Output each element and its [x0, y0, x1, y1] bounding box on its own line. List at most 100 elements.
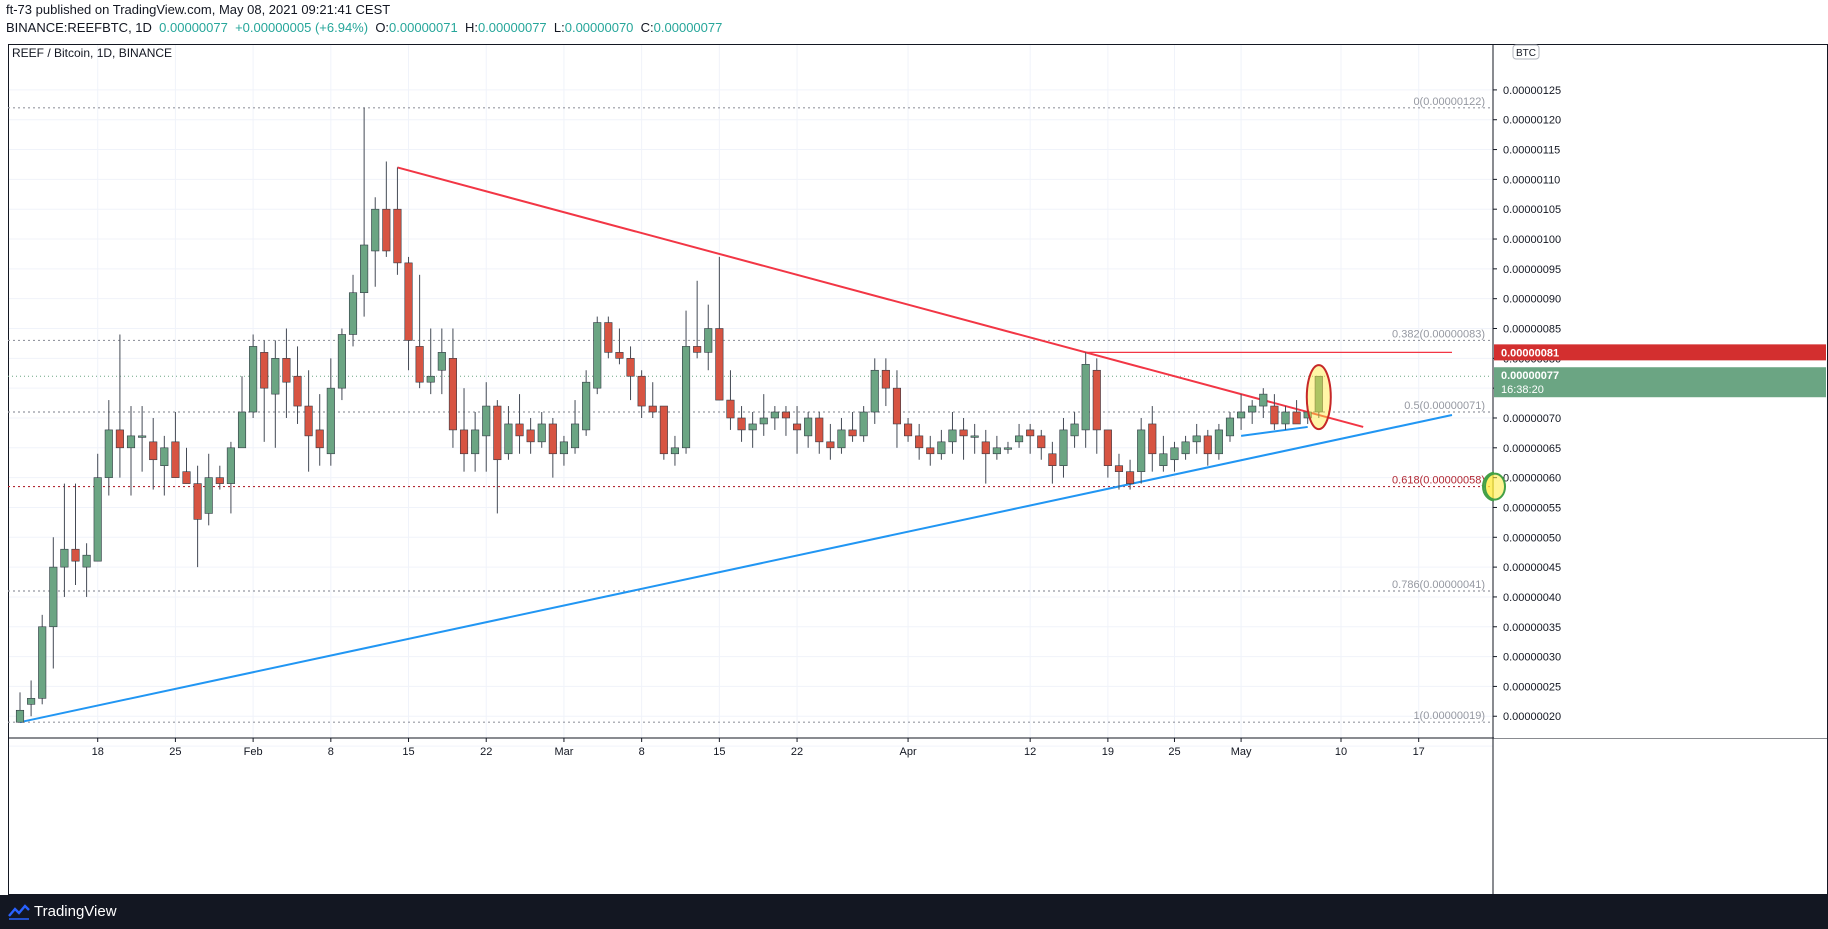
candle-body [15, 709, 25, 723]
candle-body [915, 435, 924, 449]
candle-body [626, 358, 635, 377]
candle-body [1225, 417, 1235, 437]
candle [570, 400, 580, 454]
candle [171, 412, 180, 478]
support-trendline [19, 414, 1453, 724]
candle-body [1159, 453, 1168, 467]
candle [482, 382, 491, 472]
fib-label: 0.618(0.00000058) [1392, 475, 1485, 487]
candle [1225, 412, 1235, 442]
time-tick-label: 12 [1024, 746, 1036, 758]
candle [848, 412, 857, 442]
candle [1314, 375, 1323, 418]
candle-body [260, 352, 269, 389]
time-tick-label: May [1231, 746, 1252, 758]
candle [115, 334, 124, 478]
candle [926, 435, 935, 466]
candle [371, 197, 380, 287]
candle-body [448, 358, 457, 431]
candle-body [726, 399, 735, 419]
candle-body [959, 429, 968, 437]
candle-body [404, 262, 413, 341]
time-tick-label: Mar [554, 746, 573, 758]
candle [38, 614, 47, 705]
price-chart[interactable]: 0(0.00000122) 0.382(0.00000083) 0.5(0.0000… [8, 44, 1828, 895]
candle-body [759, 417, 768, 425]
candle [193, 465, 202, 568]
fib-label: 0.786(0.00000041) [1392, 579, 1485, 591]
time-tick-label: 22 [480, 746, 492, 758]
candle-body [149, 441, 158, 461]
time-tick-label: 15 [713, 746, 725, 758]
candle [1292, 400, 1301, 425]
candle [348, 274, 358, 347]
candle [71, 483, 80, 586]
candle-body [704, 328, 713, 353]
candle-body [881, 369, 890, 389]
time-tick-label: 22 [791, 746, 803, 758]
candle [870, 358, 879, 424]
candle [93, 453, 102, 562]
candle-body [670, 447, 679, 455]
candle [1248, 400, 1257, 424]
candle-body [426, 375, 435, 383]
time-tick-label: 10 [1335, 746, 1347, 758]
candle [1059, 417, 1068, 478]
candle [948, 412, 957, 454]
candle [1181, 435, 1190, 460]
candle-body [870, 369, 879, 413]
candle [293, 346, 302, 424]
candle-body [659, 405, 668, 455]
low-label: L: [553, 20, 565, 35]
candle-body [249, 346, 258, 413]
candle [1048, 441, 1057, 484]
candle-body [60, 548, 69, 568]
price-badge-value: 0.00000077 [1501, 370, 1559, 382]
candle [415, 274, 424, 389]
level-badge-value: 0.00000081 [1501, 347, 1559, 359]
price-tick-label: 0.00000045 [1503, 562, 1561, 574]
candle [781, 406, 791, 436]
footer-brand: TradingView [34, 903, 117, 920]
candle [881, 358, 890, 407]
candle-body [537, 423, 546, 443]
time-tick-label: 8 [639, 746, 645, 758]
price-tick-label: 0.00000030 [1503, 652, 1561, 664]
candle-body [804, 417, 813, 437]
candle [149, 417, 158, 490]
candle-body [1292, 411, 1301, 425]
candle-body [1126, 471, 1135, 484]
price-axis: 0.00000020 0.00000025 0.00000030 0.00000035… [1484, 44, 1827, 738]
candle [426, 328, 435, 395]
price-tick-label: 0.00000065 [1503, 443, 1561, 455]
fib-levels: 0(0.00000122) 0.382(0.00000083) 0.5(0.0000… [8, 96, 1493, 723]
candle [704, 304, 713, 371]
candle [937, 429, 946, 460]
candle [1003, 441, 1013, 454]
tradingview-logo-icon [8, 904, 30, 920]
candle [526, 417, 535, 454]
candle-body [1270, 405, 1279, 425]
candle [1281, 406, 1290, 430]
candle-body [559, 441, 568, 455]
candle-body [1070, 423, 1079, 437]
candle-body [770, 411, 779, 419]
fib-label: 0.5(0.00000071) [1404, 400, 1485, 412]
support-trendline-short [1240, 425, 1308, 437]
candle [204, 453, 213, 526]
candle [49, 537, 58, 669]
candle [759, 394, 768, 436]
candle-body [1137, 429, 1146, 472]
candle [226, 441, 235, 514]
candle [648, 382, 657, 418]
close-label: C: [640, 20, 654, 35]
candle [826, 423, 835, 460]
time-tick-label: 8 [328, 746, 334, 758]
candle [959, 417, 968, 460]
candle [615, 328, 624, 365]
candle-body [992, 447, 1001, 455]
gridlines [8, 44, 1493, 747]
candle [1114, 453, 1124, 490]
candle [715, 256, 724, 401]
breakout-highlight [1305, 364, 1332, 431]
